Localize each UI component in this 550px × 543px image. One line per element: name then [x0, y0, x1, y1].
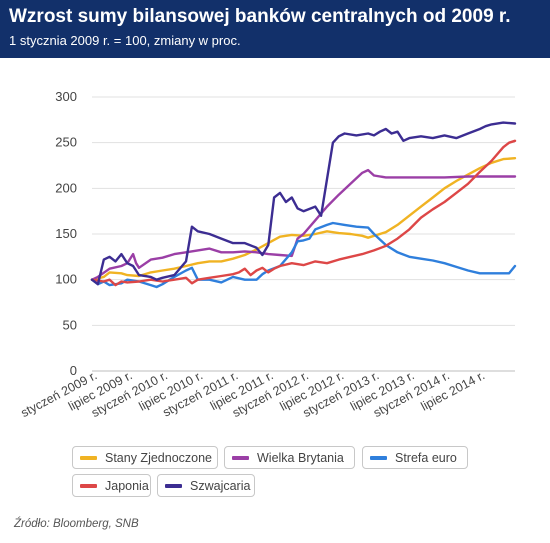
y-tick-label: 0 — [70, 363, 77, 378]
legend-swatch-japonia — [80, 484, 97, 488]
y-tick-label: 200 — [55, 180, 77, 195]
series-line-wielka-brytania — [90, 168, 517, 281]
y-tick-label: 50 — [63, 317, 77, 332]
series-line-japonia — [90, 139, 517, 287]
chart-header: Wzrost sumy bilansowej banków centralnyc… — [0, 0, 550, 58]
legend-swatch-strefa-euro — [370, 456, 387, 460]
series-line-szwajcaria — [90, 121, 517, 286]
line-chart: 0 50 100 150 200 250 300 styczeń 2009 r.lipiec… — [19, 89, 517, 420]
chart-subtitle: 1 stycznia 2009 r. = 100, zmiany w proc. — [9, 33, 241, 48]
legend-label-stany-zjednoczone: Stany Zjednoczone — [105, 451, 213, 465]
y-tick-label: 300 — [55, 89, 77, 104]
legend-swatch-wielka-brytania — [232, 456, 249, 460]
x-axis-tick-labels: styczeń 2009 r.lipiec 2009 r.styczeń 201… — [19, 368, 488, 420]
legend-item-stany-zjednoczone: Stany Zjednoczone — [72, 446, 218, 469]
series-lines — [90, 121, 517, 289]
legend-item-strefa-euro: Strefa euro — [362, 446, 468, 469]
grid-lines — [92, 96, 515, 372]
y-tick-label: 250 — [55, 135, 77, 150]
legend-item-szwajcaria: Szwajcaria — [157, 474, 255, 497]
y-axis-tick-labels: 0 50 100 150 200 250 300 — [55, 89, 77, 378]
chart-title: Wzrost sumy bilansowej banków centralnyc… — [9, 6, 511, 27]
legend-swatch-stany-zjednoczone — [80, 456, 97, 460]
source-note: Źródło: Bloomberg, SNB — [14, 518, 139, 530]
y-tick-label: 100 — [55, 272, 77, 287]
legend-item-japonia: Japonia — [72, 474, 151, 497]
series-line-strefa-euro — [90, 221, 517, 289]
series-line-stany-zjednoczone — [90, 157, 517, 281]
legend-label-strefa-euro: Strefa euro — [395, 451, 457, 465]
legend-label-wielka-brytania: Wielka Brytania — [257, 451, 344, 465]
y-tick-label: 150 — [55, 226, 77, 241]
legend-item-wielka-brytania: Wielka Brytania — [224, 446, 355, 469]
legend-label-szwajcaria: Szwajcaria — [190, 479, 251, 493]
legend-label-japonia: Japonia — [105, 479, 149, 493]
legend-swatch-szwajcaria — [165, 484, 182, 488]
